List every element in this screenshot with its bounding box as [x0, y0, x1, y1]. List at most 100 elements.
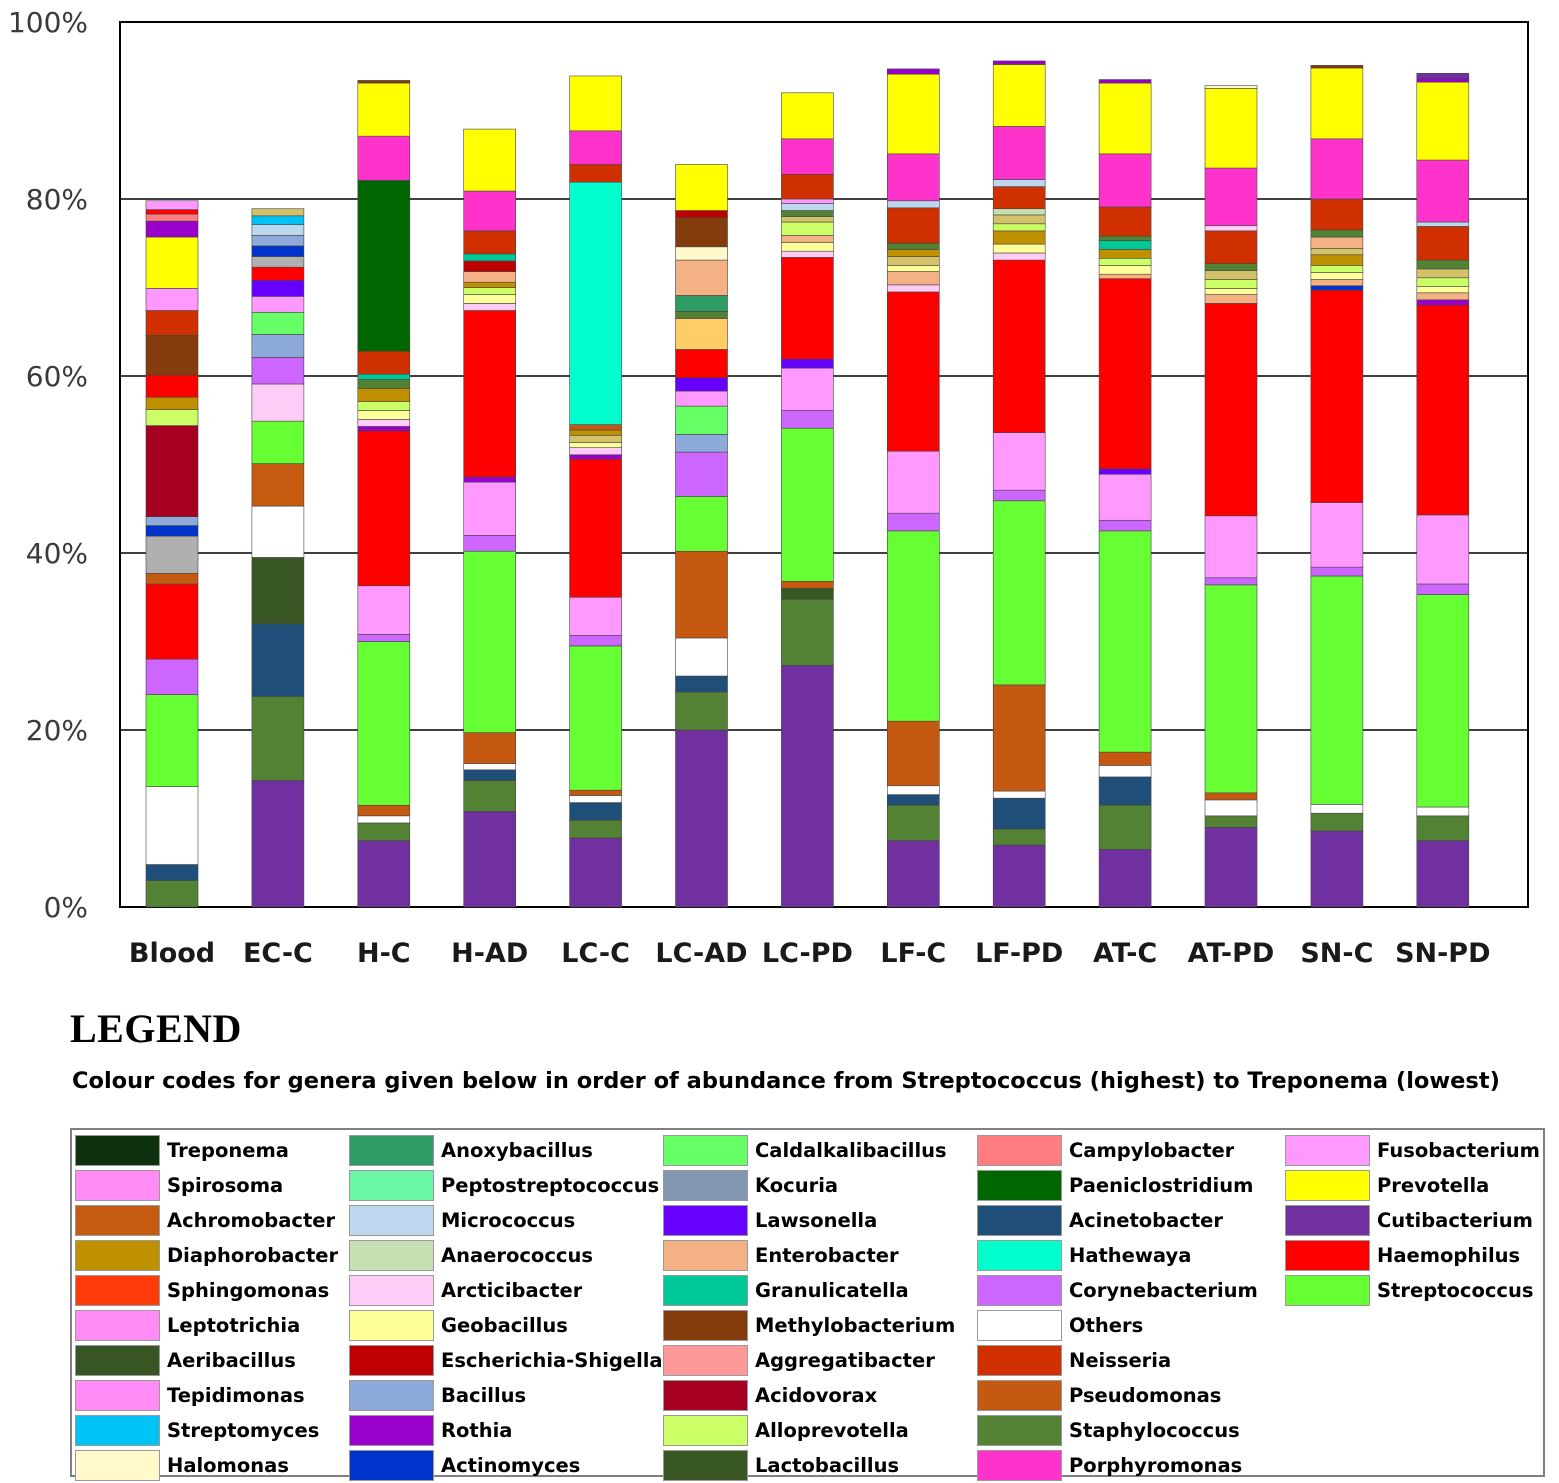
legend-swatch [349, 1205, 434, 1236]
bar-segment-haemophilus [145, 374, 199, 398]
legend-label: Cutibacterium [1377, 1209, 1533, 1232]
bar-segment-staphylococcus [886, 804, 940, 841]
bar-segment-khaki [1204, 270, 1258, 280]
legend-label: Others [1069, 1314, 1144, 1337]
legend-swatch [75, 1345, 160, 1376]
bar-segment-prevotella [1416, 81, 1470, 161]
bar-segment-achromobacter [145, 573, 199, 585]
bar-segment-fusobacterium [463, 481, 517, 536]
bar-segment-haemophilus [569, 458, 622, 598]
legend-item: Actinomyces [349, 1448, 661, 1483]
legend-item: Anaerococcus [349, 1238, 661, 1273]
legend-swatch [663, 1415, 748, 1446]
bar-segment-diaphorobacter [569, 429, 622, 436]
bar-segment-corynebacterium [992, 489, 1046, 502]
bar-stack-lc-c [569, 75, 622, 908]
bar-segment-others [357, 815, 411, 824]
bar-segment-haemophilus [463, 310, 517, 478]
bar-segment-others [992, 790, 1046, 799]
bar-segment-cutibacterium [1098, 849, 1152, 908]
legend-title: LEGEND [70, 1006, 242, 1051]
bar-segment-caldalkalibacillus [251, 311, 305, 335]
legend-item: Lactobacillus [663, 1448, 975, 1483]
bar-segment-porphyromonas [781, 138, 834, 175]
legend-swatch [349, 1415, 434, 1446]
bar-segment-neisseria [357, 350, 411, 375]
legend-item: Hathewaya [977, 1238, 1283, 1273]
bar-segment-streptococcus [1098, 530, 1152, 753]
legend-swatch [663, 1380, 748, 1411]
bar-segment-staphylococcus [1416, 815, 1470, 841]
bar-segment-corynebacterium [145, 658, 199, 695]
bar-segment-prevotella [1204, 88, 1258, 169]
bar-segment-halomonas [1204, 85, 1258, 89]
bar-segment-methylobacterium [145, 334, 199, 376]
bar-segment-arcticibacter [781, 250, 834, 258]
bar-segment-haemophilus [886, 291, 940, 452]
legend-label: Aggregatibacter [755, 1349, 935, 1372]
legend-item: Alloprevotella [663, 1413, 975, 1448]
bar-segment-fusobacterium [1416, 514, 1470, 585]
legend-label: Kocuria [755, 1174, 839, 1197]
bar-stack-blood [145, 200, 199, 908]
legend-item: Prevotella [1285, 1168, 1543, 1203]
bar-segment-neisseria [1204, 230, 1258, 264]
bar-segment-anoxybacillus [675, 295, 728, 312]
legend-item: Aeribacillus [75, 1343, 347, 1378]
legend-swatch [349, 1450, 434, 1481]
bar-segment-neisseria [1098, 206, 1152, 237]
legend-item: Others [977, 1308, 1283, 1343]
bar-segment-diaphorobacter [463, 281, 517, 288]
legend-label: Micrococcus [441, 1209, 576, 1232]
bar-segment-haemophilus [675, 349, 728, 379]
bar-segment-acinetobacter [569, 802, 622, 821]
legend-swatch [663, 1345, 748, 1376]
legend-swatch [349, 1275, 434, 1306]
bar-stack-h-ad [463, 128, 517, 908]
x-axis-categories: Blood EC-C H-C H-AD LC-C LC-AD LC-PD LF-C LF-PD A… [129, 938, 1491, 969]
bar-segment-alloprevotella [1310, 265, 1364, 273]
bar-segment-fusobacterium [992, 432, 1046, 491]
legend-swatch [75, 1135, 160, 1166]
bar-segment-campylobacter [145, 213, 199, 222]
legend-item: Neisseria [977, 1343, 1283, 1378]
legend-label: Acidovorax [755, 1384, 878, 1407]
bar-segment-khaki [781, 216, 834, 223]
bar-segment-bacillus [675, 434, 728, 453]
bar-segment-streptomyces [251, 215, 305, 225]
bar-segment-paeniclostridium [357, 180, 411, 352]
legend-item: Paeniclostridium [977, 1168, 1283, 1203]
bar-segment-rothia [886, 68, 940, 75]
bar-segment-geobacillus [1416, 286, 1470, 294]
legend-label: Alloprevotella [755, 1419, 909, 1442]
legend-label: Paeniclostridium [1069, 1174, 1254, 1197]
bar-segment-arcticibacter [569, 447, 622, 456]
bar-segment-lawsonella [675, 377, 728, 392]
bar-segment-cutibacterium [675, 729, 728, 908]
y-tick-label: 80% [26, 183, 88, 216]
legend-swatch [977, 1275, 1062, 1306]
bar-segment-geobacillus [1098, 265, 1152, 275]
legend-label: Caldalkalibacillus [755, 1139, 947, 1162]
bar-segment-neisseria [569, 164, 622, 183]
bar-segment-diaphorobacter [145, 396, 199, 410]
legend-label: Leptotrichia [167, 1314, 301, 1337]
bar-segment-khaki [1310, 248, 1364, 256]
bar-segment-rothia [1416, 78, 1470, 83]
bar-segment-pseudomonas [992, 684, 1046, 792]
legend-label: Campylobacter [1069, 1139, 1235, 1162]
bar-segment-porphyromonas [1310, 138, 1364, 200]
bar-segment-micrococcus [992, 179, 1046, 187]
bar-segment-pseudomonas [781, 581, 834, 589]
legend-label: Lactobacillus [755, 1454, 900, 1477]
legend-swatch [663, 1205, 748, 1236]
legend-swatch [349, 1345, 434, 1376]
legend-label: Acinetobacter [1069, 1209, 1224, 1232]
legend-label: Anaerococcus [441, 1244, 593, 1267]
x-tick-label: SN-C [1300, 938, 1373, 969]
bar-segment-geobacillus [886, 265, 940, 272]
bar-segment-corynebacterium [1204, 577, 1258, 586]
bar-segment-micrococcus [1416, 221, 1470, 227]
bar-segment-bacillus [251, 234, 305, 247]
bar-segment-staphylococcus [145, 880, 199, 908]
